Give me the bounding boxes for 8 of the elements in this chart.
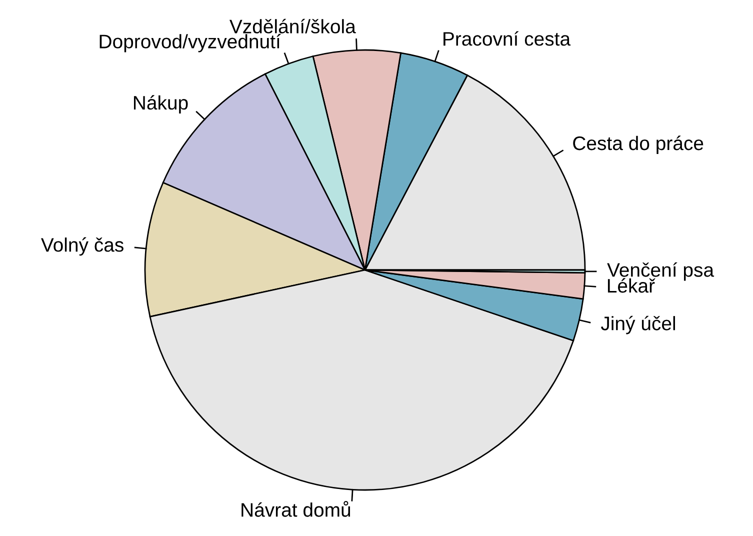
slice-label: Doprovod/vyzvednutí (100, 34, 281, 52)
slice-label: Nákup (134, 95, 188, 114)
slice-label: Návrat domů (242, 500, 350, 517)
slice-label: Pracovní cesta (444, 31, 571, 46)
slice-label: Cesta do práce (573, 136, 704, 154)
slice-label: Jiný účel (600, 316, 676, 334)
slice-label: Volný čas (41, 237, 124, 256)
slice-label: Vzdělání/škola (230, 18, 356, 34)
